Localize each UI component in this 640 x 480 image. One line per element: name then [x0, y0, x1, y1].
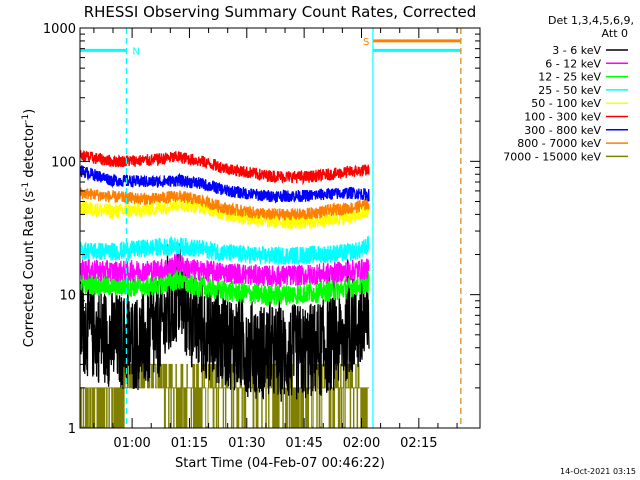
legend-label-800-7000-kev: 800 - 7000 keV — [517, 137, 601, 150]
y-axis-label-part-3: ) — [22, 109, 37, 114]
series-layer — [79, 149, 370, 428]
legend-label-7000-15000-kev: 7000 - 15000 keV — [503, 150, 601, 163]
legend-label-100-300-kev: 100 - 300 keV — [524, 111, 601, 124]
chart-title: RHESSI Observing Summary Count Rates, Co… — [84, 3, 477, 21]
y-axis-label: Corrected Count Rate (s-1 detector-1) — [21, 109, 37, 347]
y-axis-label-part-2: detector — [22, 122, 37, 182]
legend-label-3-6-kev: 3 - 6 keV — [552, 44, 601, 57]
x-tick-label: 02:15 — [400, 436, 437, 451]
y-axis-label-part-1: Corrected Count Rate (s — [22, 191, 37, 348]
x-tick-label: 01:45 — [285, 436, 322, 451]
series-line-3-6-kev — [79, 243, 370, 402]
y-axis-label-sup-1: -1 — [21, 182, 31, 191]
legend-label-6-12-kev: 6 - 12 keV — [545, 57, 601, 70]
y-tick-label: 100 — [51, 155, 76, 170]
y-tick-label: 1 — [68, 422, 76, 437]
series-line-12-25-kev — [79, 269, 370, 306]
y-axis-label-sup-2: -1 — [21, 114, 31, 123]
legend-header-line-2: Att 0 — [602, 27, 628, 40]
flag-label: N — [132, 46, 139, 57]
x-tick-label: 01:30 — [228, 436, 265, 451]
legend-label-12-25-kev: 12 - 25 keV — [538, 71, 601, 84]
legend-label-25-50-kev: 25 - 50 keV — [538, 84, 601, 97]
y-tick-label: 1000 — [43, 22, 76, 37]
legend-label-300-800-kev: 300 - 800 keV — [524, 124, 601, 137]
axis-layer: 1 10 100 1000 01:00 01:15 01:30 01:45 02:00 02:15 — [43, 22, 480, 451]
x-axis-label: Start Time (04-Feb-07 00:46:22) — [175, 456, 385, 471]
flag-layer: NS — [80, 28, 462, 428]
legend-header-line-1: Det 1,3,4,5,6,9, — [548, 14, 634, 27]
legend-label-50-100-kev: 50 - 100 keV — [531, 97, 601, 110]
y-tick-label: 10 — [59, 289, 76, 304]
series-line-800-7000-kev — [79, 187, 370, 221]
flag-label: S — [363, 37, 369, 48]
series-line-300-800-kev — [79, 165, 370, 204]
x-tick-label: 01:00 — [113, 436, 150, 451]
plot-area: NS — [79, 28, 462, 428]
series-line-100-300-kev — [79, 149, 370, 186]
x-tick-label: 02:00 — [343, 436, 380, 451]
timestamp: 14-Oct-2021 03:15 — [560, 467, 636, 476]
series-line-25-50-kev — [79, 235, 370, 266]
series-line-6-12-kev — [79, 252, 370, 289]
plot-frame — [79, 27, 481, 429]
x-tick-label: 01:15 — [171, 436, 208, 451]
